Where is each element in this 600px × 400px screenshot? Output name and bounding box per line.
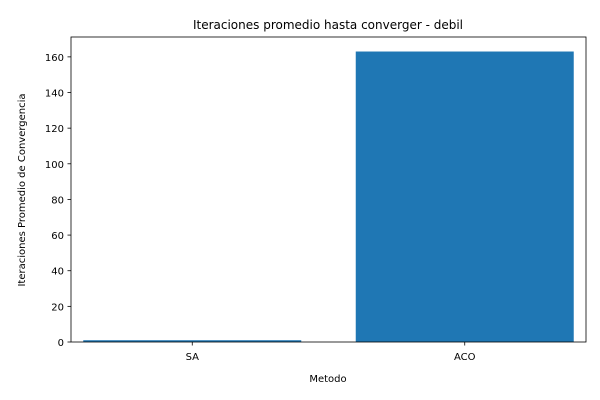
x-axis-title: Metodo bbox=[309, 374, 346, 385]
y-ticks-layer: 0 20 40 60 80 100 120 140 160 bbox=[45, 53, 71, 349]
y-tick-label: 160 bbox=[45, 53, 64, 64]
x-ticks-layer: SA ACO bbox=[186, 342, 476, 363]
y-tick-label: 80 bbox=[51, 195, 64, 206]
bars-layer bbox=[83, 51, 574, 343]
chart-title: Iteraciones promedio hasta converger - d… bbox=[193, 18, 463, 32]
y-tick-label: 120 bbox=[45, 124, 64, 135]
y-tick-label: 20 bbox=[51, 302, 64, 313]
y-tick-label: 60 bbox=[51, 231, 64, 242]
y-tick-label: 100 bbox=[45, 160, 64, 171]
bar-sa bbox=[83, 340, 302, 342]
y-tick-label: 140 bbox=[45, 89, 64, 100]
x-tick-label: ACO bbox=[454, 352, 476, 363]
y-tick-label: 40 bbox=[51, 267, 64, 278]
axes-frame bbox=[70, 36, 587, 343]
x-tick-label: SA bbox=[186, 352, 200, 363]
bar-aco bbox=[355, 51, 574, 343]
axes-layer bbox=[70, 36, 587, 343]
y-tick-label: 0 bbox=[58, 338, 64, 349]
y-axis-title: Iteraciones Promedio de Convergencia bbox=[17, 93, 28, 286]
